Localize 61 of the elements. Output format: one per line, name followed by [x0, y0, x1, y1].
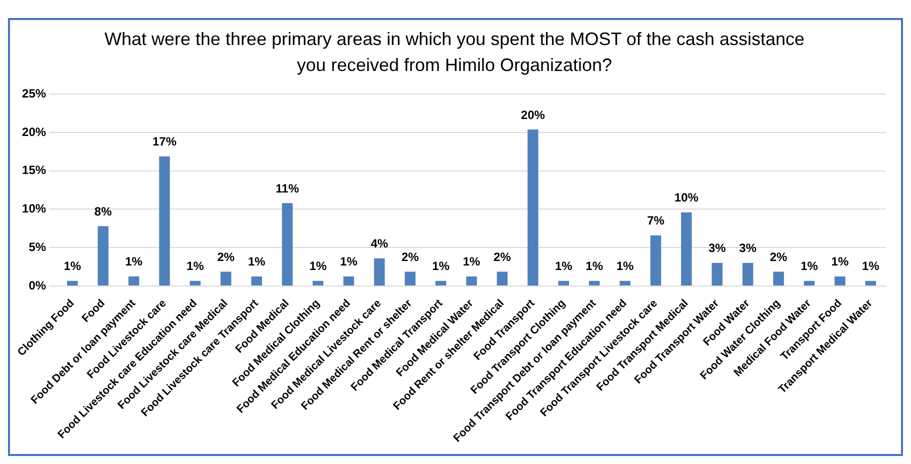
data-label: 1% — [309, 259, 328, 274]
bar — [496, 272, 508, 286]
data-label: 1% — [616, 259, 634, 274]
data-label: 2% — [401, 250, 420, 264]
bar — [374, 258, 385, 286]
data-label: 8% — [94, 204, 112, 218]
bar — [742, 262, 754, 286]
bar — [681, 212, 692, 286]
data-label: 1% — [125, 254, 143, 269]
bar — [128, 276, 140, 286]
bar — [159, 156, 170, 286]
bar — [282, 203, 293, 286]
bar — [98, 226, 108, 286]
y-tick-label: 5% — [28, 240, 46, 254]
y-tick-label: 25% — [22, 86, 46, 101]
bar — [834, 276, 846, 286]
bar — [190, 280, 201, 286]
bar — [773, 272, 784, 286]
data-label: 17% — [152, 134, 177, 149]
data-label: 1% — [340, 254, 358, 269]
data-label: 1% — [64, 259, 82, 274]
data-label: 2% — [494, 250, 512, 264]
data-label: 4% — [370, 236, 388, 251]
y-tick-label: 0% — [28, 278, 46, 292]
data-label: 1% — [186, 259, 204, 274]
bar — [865, 280, 876, 286]
bar — [312, 280, 324, 286]
bar — [466, 276, 477, 286]
data-label: 1% — [248, 254, 266, 269]
bar — [251, 276, 262, 286]
bar — [804, 280, 815, 286]
y-tick-label: 10% — [22, 202, 46, 216]
data-label: 1% — [586, 259, 604, 274]
bar — [528, 129, 538, 286]
bar — [588, 280, 600, 286]
y-tick-label: 15% — [22, 163, 46, 178]
data-label: 1% — [831, 254, 849, 269]
bar — [435, 280, 446, 286]
chart-title: What were the three primary areas in which you spent the MOST of the cash assistance you received from Himilo Organization? — [104, 28, 806, 77]
data-label: 1% — [800, 259, 818, 274]
data-label: 20% — [520, 108, 546, 122]
bar — [67, 280, 78, 286]
data-label: 11% — [276, 181, 300, 196]
data-label: 1% — [432, 259, 450, 274]
bar — [712, 262, 723, 286]
data-label: 1% — [862, 259, 880, 274]
data-label: 10% — [674, 190, 699, 205]
data-label: 1% — [554, 259, 573, 274]
data-label: 2% — [217, 250, 235, 264]
bar — [220, 272, 232, 286]
data-label: 3% — [708, 241, 726, 256]
y-tick-label: 20% — [22, 124, 46, 139]
bar — [558, 280, 570, 286]
data-label: 7% — [647, 214, 665, 228]
bar — [650, 235, 662, 286]
data-label: 1% — [462, 254, 481, 269]
data-label: 3% — [739, 241, 757, 256]
bar — [620, 280, 630, 286]
bar — [404, 272, 416, 286]
bar — [343, 276, 354, 286]
data-label: 2% — [770, 250, 788, 264]
